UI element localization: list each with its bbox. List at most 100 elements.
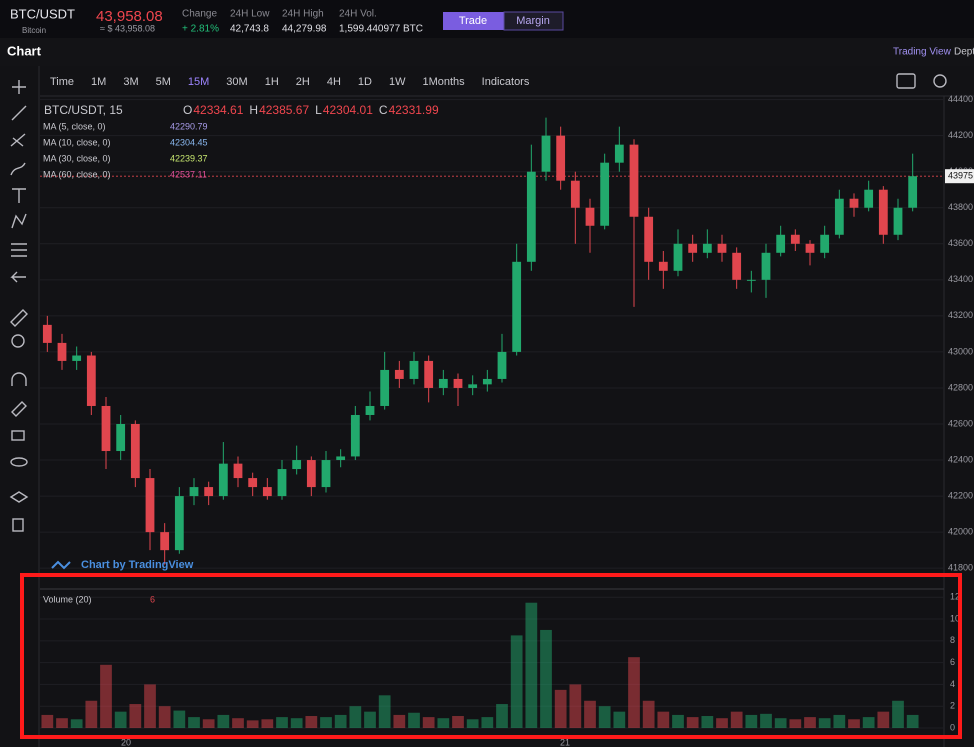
volume-bar (349, 706, 362, 728)
section-title: Chart (7, 43, 42, 58)
candle-body (86, 355, 96, 406)
interval[interactable]: 15M (188, 76, 209, 88)
left-toolbar (9, 80, 29, 532)
volume-bar (437, 718, 450, 728)
ohlc-key: O (183, 103, 192, 117)
interval[interactable]: 2H (296, 76, 310, 88)
interval[interactable]: 30M (226, 76, 247, 88)
zoom-icon[interactable] (11, 334, 25, 348)
candle-body (644, 216, 654, 262)
volume-bar (657, 711, 670, 728)
candle-body (321, 460, 331, 488)
y-tick-label: 43800 (948, 202, 973, 212)
trade-tab[interactable] (443, 12, 504, 30)
crosshair-icon[interactable] (12, 80, 26, 94)
candle-body (424, 360, 434, 388)
interval[interactable]: 1D (358, 76, 372, 88)
lock-draw-icon[interactable] (11, 401, 27, 417)
candle-body (438, 378, 448, 388)
camera-icon[interactable] (896, 73, 916, 89)
volume-bar (320, 717, 332, 728)
lock-icon[interactable] (11, 430, 25, 441)
pattern-icon[interactable] (11, 213, 27, 229)
trash-icon[interactable] (12, 518, 24, 532)
margin-tab[interactable] (503, 11, 564, 31)
volume-bar (364, 711, 376, 728)
candle-body (42, 324, 52, 343)
line-icon[interactable] (11, 105, 27, 121)
volume-bar (276, 717, 288, 728)
volume-bar (642, 700, 655, 728)
ma-value: 42290.79 (170, 121, 208, 131)
candle-body (790, 234, 800, 244)
layers-icon[interactable] (9, 491, 29, 503)
volume-bar (818, 718, 831, 728)
x-tick-label: 21 (560, 737, 570, 747)
candle-body (277, 469, 287, 497)
volume-bar (833, 714, 846, 728)
view-tab[interactable]: Trading View (893, 47, 952, 58)
interval[interactable]: 4H (327, 76, 341, 88)
margin-label[interactable]: Margin (516, 15, 550, 27)
volume-bar (628, 657, 640, 728)
candle-body (776, 234, 786, 253)
candle-body (746, 279, 756, 281)
interval[interactable]: 1M (91, 76, 106, 88)
volume-bar (408, 712, 420, 728)
candle-body (174, 496, 184, 551)
measure-icon[interactable] (11, 243, 27, 257)
interval[interactable]: Indicators (482, 76, 530, 88)
candle-body (600, 162, 610, 226)
volume-bar (261, 719, 274, 728)
interval[interactable]: 1Months (422, 76, 465, 88)
ohlc-value: 42385.67 (259, 103, 309, 117)
ma-label: MA (5, close, 0) (43, 121, 106, 131)
candle-body (130, 424, 140, 479)
candle-body (482, 378, 492, 385)
interval[interactable]: 1H (265, 76, 279, 88)
magnet-icon[interactable] (11, 372, 27, 386)
candle-body (233, 463, 243, 479)
fib-icon[interactable] (10, 133, 26, 147)
stat-value: 42,743.8 (230, 24, 269, 35)
volume-tick-label: 4 (950, 679, 955, 689)
volume-bar (716, 718, 728, 728)
ma-label: MA (60, close, 0) (43, 169, 111, 179)
ohlc-value: 42304.01 (323, 103, 373, 117)
settings-icon[interactable] (933, 74, 947, 88)
asset: Bitcoin (22, 26, 46, 35)
interval[interactable]: Time (50, 76, 74, 88)
pair[interactable]: BTC/USDT (10, 6, 75, 21)
candle-body (834, 198, 844, 235)
ohlc-value: 42334.61 (193, 103, 243, 117)
y-tick-label: 42000 (948, 527, 973, 537)
text-icon[interactable] (12, 188, 26, 203)
volume-bar (452, 716, 464, 728)
volume-bar (774, 718, 787, 728)
stat-label: Change (182, 9, 217, 20)
view-tab[interactable]: Depth (954, 47, 974, 58)
volume-bar (496, 704, 508, 728)
candle-body (145, 478, 155, 533)
candle-body (365, 405, 375, 415)
y-tick-label: 44200 (948, 130, 973, 140)
eye-icon[interactable] (10, 457, 28, 467)
ruler-icon[interactable] (10, 309, 28, 327)
candle-body (864, 189, 874, 208)
stat-label: 24H High (282, 9, 324, 20)
candle-body (658, 261, 668, 271)
volume-bar (188, 717, 200, 728)
price: 43,958.08 (96, 8, 163, 25)
volume-bar (848, 719, 860, 728)
candle-body (336, 456, 346, 461)
trade-label[interactable]: Trade (459, 15, 487, 27)
volume-bar (672, 714, 684, 728)
back-icon[interactable] (10, 271, 26, 283)
brush-icon[interactable] (10, 162, 26, 176)
candle-body (629, 144, 639, 217)
interval[interactable]: 3M (123, 76, 138, 88)
interval[interactable]: 1W (389, 76, 406, 88)
interval[interactable]: 5M (156, 76, 171, 88)
volume-tick-label: 8 (950, 635, 955, 645)
ma-label: MA (10, close, 0) (43, 137, 111, 147)
